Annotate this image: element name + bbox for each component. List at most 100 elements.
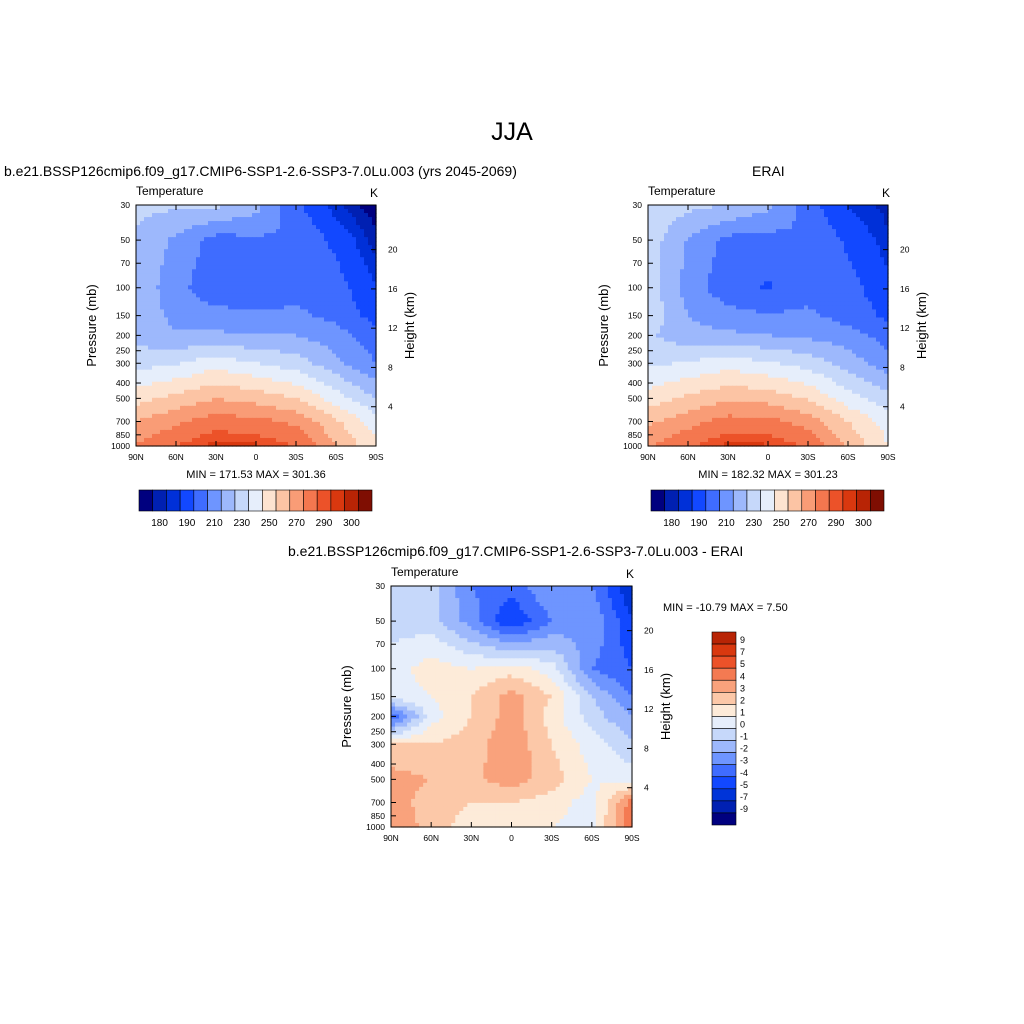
field-cell <box>136 345 141 351</box>
field-cell <box>704 217 709 222</box>
field-cell <box>196 401 201 407</box>
field-cell <box>660 245 665 250</box>
field-cell <box>348 405 353 411</box>
field-cell <box>192 309 197 315</box>
field-cell <box>180 273 185 278</box>
field-cell <box>188 213 193 218</box>
field-cell <box>336 405 341 411</box>
field-cell <box>240 265 245 270</box>
field-cell <box>300 389 305 395</box>
field-cell <box>752 253 757 258</box>
field-cell <box>204 437 209 443</box>
field-cell <box>164 293 169 298</box>
field-cell <box>248 261 253 266</box>
field-cell <box>224 413 229 419</box>
field-cell <box>276 209 281 214</box>
field-cell <box>236 269 241 274</box>
field-cell <box>336 217 341 222</box>
field-cell <box>156 293 161 298</box>
field-cell <box>696 221 701 226</box>
field-cell <box>280 369 285 375</box>
field-cell <box>200 369 205 375</box>
field-cell <box>264 309 269 315</box>
field-cell <box>240 297 245 302</box>
field-cell <box>700 213 705 218</box>
field-cell <box>308 253 313 258</box>
field-cell <box>292 333 297 339</box>
field-cell <box>752 233 757 238</box>
field-cell <box>668 225 673 230</box>
field-cell <box>268 209 273 214</box>
field-cell <box>228 429 233 435</box>
field-cell <box>256 425 261 431</box>
field-cell <box>308 369 313 375</box>
field-cell <box>748 257 753 262</box>
field-cell <box>336 381 341 387</box>
field-cell <box>136 401 141 407</box>
colorbar-swatch <box>330 489 345 512</box>
field-cell <box>336 361 341 367</box>
field-cell <box>168 433 173 439</box>
field-cell <box>144 397 149 403</box>
field-cell <box>820 269 825 274</box>
field-cell <box>164 413 169 419</box>
field-cell <box>752 277 757 282</box>
field-cell <box>872 277 877 282</box>
field-cell <box>324 289 329 294</box>
field-cell <box>280 405 285 411</box>
field-cell <box>708 233 713 238</box>
field-cell <box>296 369 301 375</box>
field-cell <box>160 389 165 395</box>
field-cell <box>364 301 369 307</box>
field-cell <box>228 333 233 339</box>
field-cell <box>360 365 365 371</box>
field-cell <box>296 305 301 311</box>
field-cell <box>232 389 237 395</box>
field-cell <box>212 413 217 419</box>
field-cell <box>732 281 737 286</box>
field-cell <box>228 305 233 311</box>
field-cell <box>820 225 825 230</box>
field-cell <box>356 345 361 351</box>
field-cell <box>748 213 753 218</box>
field-cell <box>836 269 841 274</box>
field-cell <box>152 257 157 262</box>
field-cell <box>192 305 197 311</box>
field-cell <box>216 329 221 335</box>
field-cell <box>308 277 313 282</box>
field-cell <box>336 377 341 383</box>
field-cell <box>276 341 281 347</box>
field-cell <box>272 261 277 266</box>
field-cell <box>668 285 673 290</box>
field-cell <box>836 225 841 230</box>
field-cell <box>228 325 233 331</box>
field-cell <box>264 413 269 419</box>
field-cell <box>228 241 233 246</box>
field-cell <box>312 421 317 427</box>
field-cell <box>284 321 289 327</box>
field-cell <box>200 333 205 339</box>
field-cell <box>720 249 725 254</box>
field-cell <box>164 237 169 242</box>
field-cell <box>236 381 241 387</box>
field-cell <box>224 237 229 242</box>
field-cell <box>192 405 197 411</box>
field-cell <box>252 409 257 415</box>
field-cell <box>668 217 673 222</box>
field-cell <box>368 241 373 246</box>
field-cell <box>356 301 361 307</box>
field-cell <box>340 389 345 395</box>
field-cell <box>228 293 233 298</box>
field-cell <box>172 273 177 278</box>
field-cell <box>164 273 169 278</box>
field-cell <box>252 293 257 298</box>
field-cell <box>340 225 345 230</box>
field-cell <box>188 373 193 379</box>
field-cell <box>372 233 377 238</box>
field-cell <box>248 273 253 278</box>
field-cell <box>152 433 157 439</box>
field-cell <box>260 205 265 210</box>
field-cell <box>344 377 349 383</box>
field-cell <box>168 341 173 347</box>
field-cell <box>160 317 165 323</box>
